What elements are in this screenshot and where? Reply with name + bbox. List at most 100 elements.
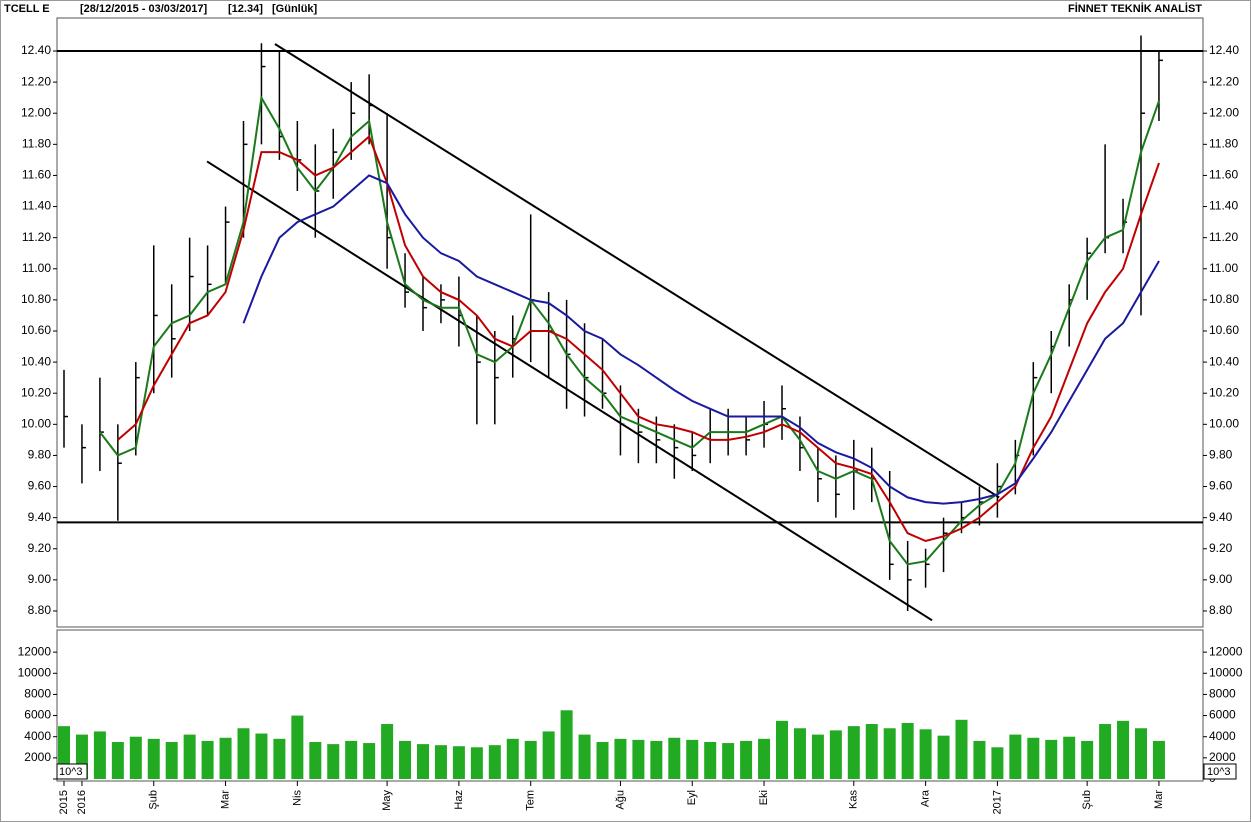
x-tick-label: 2016	[76, 790, 88, 814]
volume-bar	[345, 740, 358, 779]
volume-bar	[524, 740, 537, 779]
y-tick-label: 11.20	[22, 230, 51, 244]
volume-bar	[596, 742, 609, 779]
volume-bar	[578, 734, 591, 779]
y-tick-label: 12000	[1209, 644, 1243, 658]
volume-bar	[1063, 736, 1076, 779]
volume-bar	[291, 715, 304, 779]
y-tick-label: 8000	[1209, 687, 1236, 701]
y-tick-label: 11.20	[1209, 230, 1238, 244]
volume-bar	[991, 747, 1004, 779]
unit-label: 10^3	[59, 766, 83, 778]
volume-bar	[704, 742, 717, 779]
y-tick-label: 9.60	[28, 479, 52, 493]
x-tick-label: Mar	[1153, 790, 1165, 809]
y-tick-label: 11.00	[22, 261, 51, 275]
unit-box	[1203, 763, 1237, 780]
moving-average	[242, 174, 1160, 505]
volume-bar	[542, 731, 555, 779]
volume-bar	[847, 726, 860, 779]
y-tick-label: 12.00	[21, 105, 51, 119]
x-tick-label: 2017	[991, 790, 1003, 814]
trend-line	[274, 43, 1000, 499]
y-tick-label: 11.60	[1209, 168, 1238, 182]
volume-bar	[381, 724, 394, 779]
y-tick-label: 10.00	[21, 416, 51, 430]
volume-bar	[1117, 720, 1130, 779]
y-tick-label: 4000	[1209, 729, 1236, 743]
x-tick-label: 2015	[58, 790, 70, 814]
volume-bar	[488, 745, 501, 779]
y-tick-label: 10.40	[21, 354, 51, 368]
y-tick-label: 9.80	[28, 448, 52, 462]
x-tick-label: Şub	[1081, 790, 1093, 810]
volume-bar	[901, 722, 914, 779]
moving-average	[99, 94, 1160, 566]
x-tick-label: Kas	[848, 790, 860, 809]
volume-bar	[147, 738, 160, 779]
y-tick-label: 6000	[24, 708, 51, 722]
volume-bar	[614, 738, 627, 779]
volume-bar	[165, 742, 178, 779]
volume-bar	[740, 740, 753, 779]
y-tick-label: 12.40	[21, 43, 51, 57]
y-tick-label: 9.00	[1209, 572, 1233, 586]
y-tick-label: 11.00	[1209, 261, 1238, 275]
y-tick-label: 4000	[24, 729, 51, 743]
volume-bar	[327, 744, 340, 779]
volume-bar	[237, 728, 250, 779]
moving-average	[117, 134, 1160, 543]
x-tick-label: May	[381, 790, 393, 811]
x-tick-label: Mar	[219, 790, 231, 809]
x-tick-label: Ağu	[614, 790, 626, 810]
volume-bar	[111, 742, 124, 779]
volume-bar	[183, 734, 196, 779]
volume-bar	[776, 720, 788, 779]
y-tick-label: 11.60	[22, 168, 51, 182]
x-tick-label: Ara	[920, 789, 932, 807]
y-tick-label: 9.40	[28, 510, 52, 524]
volume-bar	[937, 735, 950, 779]
y-tick-label: 10000	[1209, 665, 1243, 679]
volume-bar	[865, 724, 878, 779]
x-tick-label: Nis	[291, 790, 303, 806]
volume-bar	[363, 743, 376, 779]
volume-bar	[1081, 740, 1094, 779]
x-tick-label: Haz	[453, 790, 465, 810]
y-tick-label: 12.20	[1209, 74, 1239, 88]
volume-bar	[399, 740, 412, 779]
y-tick-label: 11.80	[1209, 137, 1238, 151]
volume-bar	[1027, 737, 1040, 779]
x-tick-label: Eyl	[686, 790, 698, 805]
date-range: [28/12/2015 - 03/03/2017]	[80, 3, 208, 15]
y-tick-label: 10.60	[21, 323, 51, 337]
volume-bar	[129, 736, 142, 779]
y-tick-label: 8.80	[28, 603, 52, 617]
volume-bar	[1135, 728, 1147, 779]
y-tick-label: 12000	[18, 644, 52, 658]
volume-panel	[56, 629, 1204, 782]
y-tick-label: 10.40	[1209, 354, 1239, 368]
y-tick-label: 2000	[24, 750, 51, 764]
y-tick-label: 11.80	[22, 137, 51, 151]
x-tick-label: Tem	[525, 790, 537, 811]
volume-bar	[1152, 740, 1165, 779]
volume-bar	[273, 738, 286, 779]
volume-bar	[560, 710, 573, 779]
y-tick-label: 11.40	[22, 199, 51, 213]
volume-bar	[955, 719, 968, 779]
volume-bar	[201, 740, 214, 779]
y-tick-label: 10.80	[21, 292, 51, 306]
y-tick-label: 12.00	[1209, 105, 1239, 119]
y-tick-label: 9.00	[28, 572, 52, 586]
volume-bar	[417, 744, 429, 779]
trend-line	[206, 160, 933, 622]
volume-bar	[883, 728, 896, 779]
unit-box	[56, 763, 88, 780]
volume-bar	[811, 734, 824, 779]
brand: FİNNET TEKNİK ANALİST	[1068, 2, 1202, 15]
unit-label: 10^3	[1207, 766, 1231, 778]
volume-bar	[650, 740, 663, 779]
